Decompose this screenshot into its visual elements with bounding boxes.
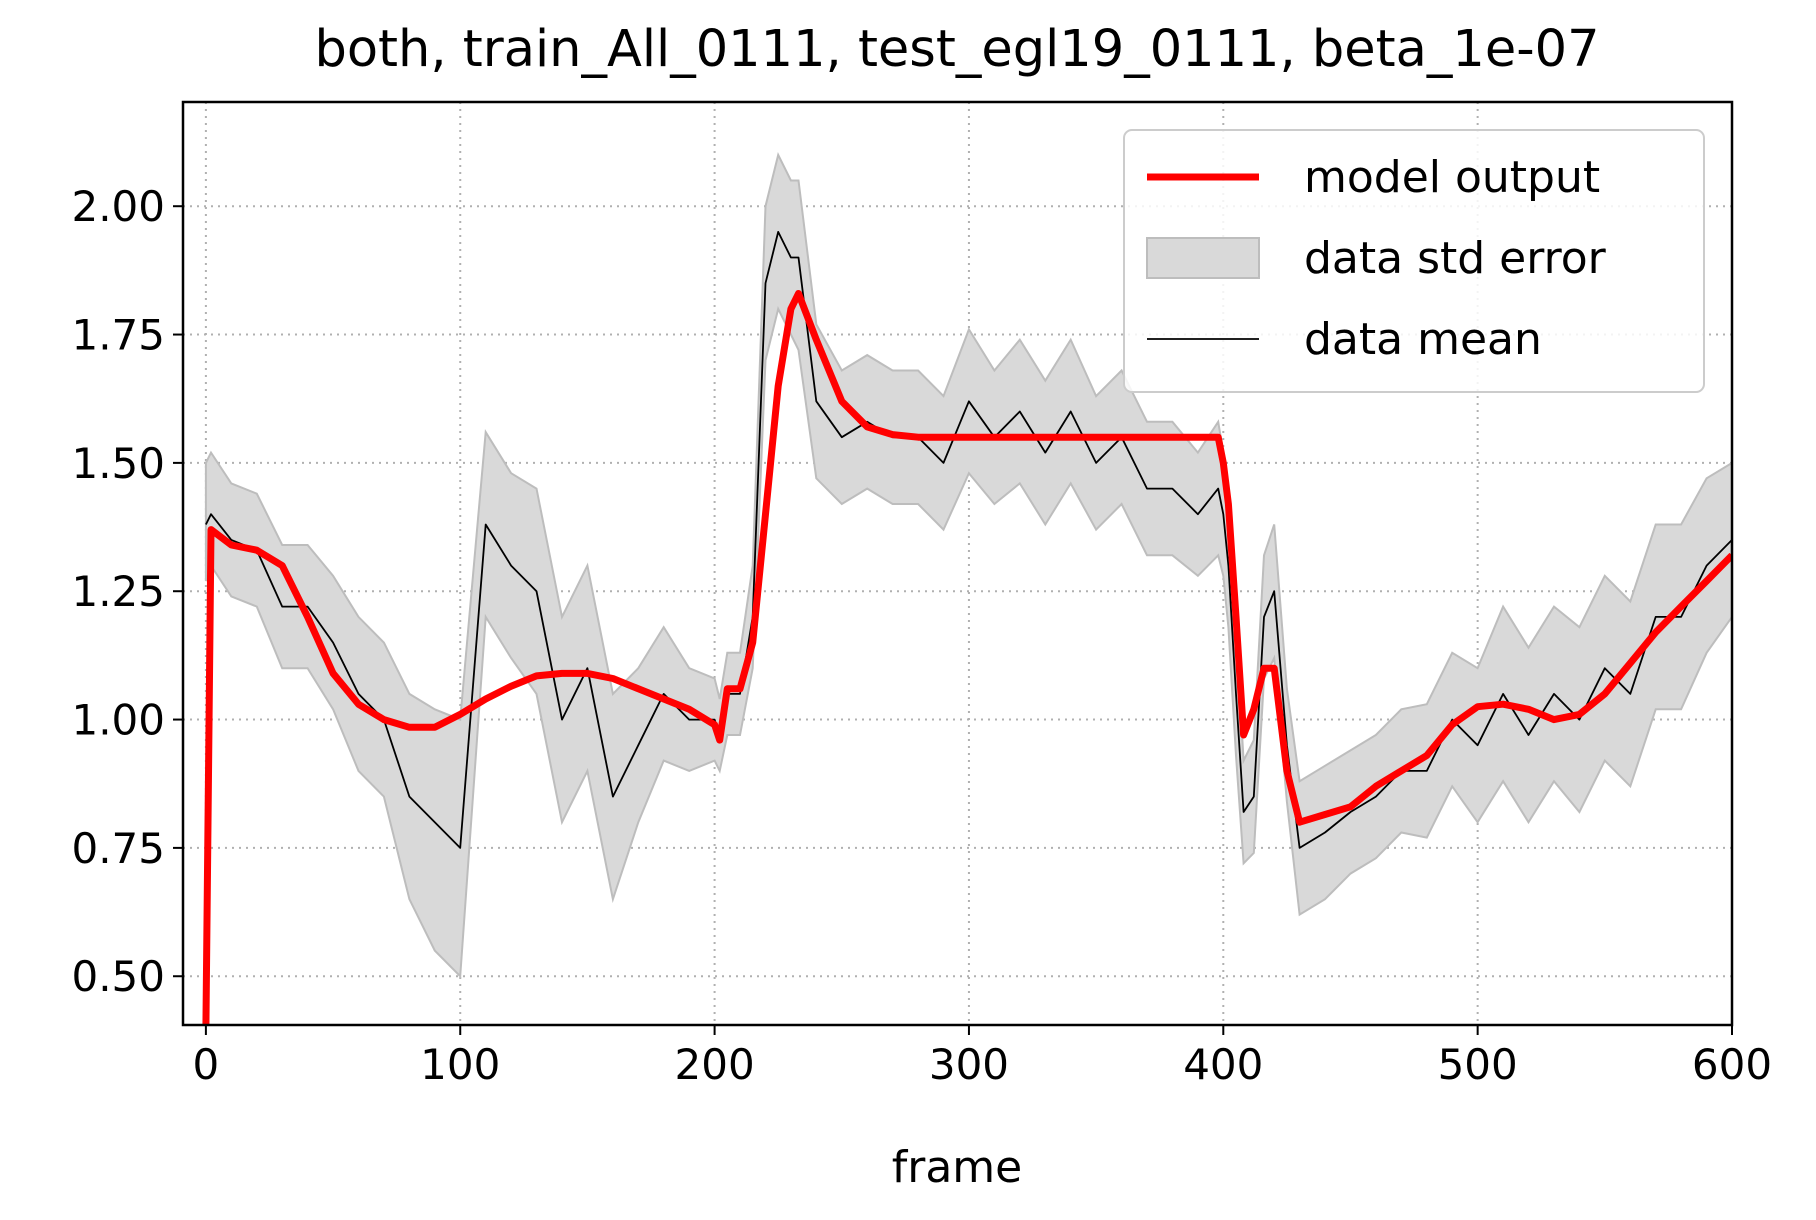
chart-title: both, train_All_0111, test_egl19_0111, b… xyxy=(314,20,1599,79)
ticks: 0 100 200 300 400 500 600 0.50 0.75 1.00 1.25 1.50 1… xyxy=(71,182,1772,1089)
legend-label: data std error xyxy=(1304,233,1607,284)
y-tick-label: 1.00 xyxy=(71,696,165,745)
legend-label: model output xyxy=(1304,152,1600,203)
x-tick-label: 0 xyxy=(193,1040,220,1089)
data-line xyxy=(202,290,1732,1025)
y-tick-label: 0.75 xyxy=(71,824,165,873)
y-tick-label: 1.25 xyxy=(71,567,165,616)
x-tick-label: 200 xyxy=(675,1040,755,1089)
x-tick-label: 300 xyxy=(929,1040,1009,1089)
y-tick-label: 0.50 xyxy=(71,952,165,1001)
x-tick-label: 600 xyxy=(1692,1040,1772,1089)
x-tick-label: 400 xyxy=(1183,1040,1263,1089)
y-tick-label: 1.75 xyxy=(71,311,165,360)
x-tick-label: 500 xyxy=(1438,1040,1518,1089)
data-line xyxy=(205,231,1732,849)
y-tick-label: 1.50 xyxy=(71,439,165,488)
x-tick-label: 100 xyxy=(420,1040,500,1089)
std-error-band xyxy=(204,152,1732,979)
legend-label: data mean xyxy=(1304,314,1542,365)
legend: model output data std error data mean xyxy=(1123,129,1705,393)
legend-swatch xyxy=(1146,237,1260,279)
plot-area xyxy=(202,152,1732,1025)
y-tick-label: 2.00 xyxy=(71,182,165,231)
legend-box xyxy=(1123,129,1705,393)
axes-frame xyxy=(181,100,1734,1027)
x-axis-label: frame xyxy=(892,1142,1022,1193)
